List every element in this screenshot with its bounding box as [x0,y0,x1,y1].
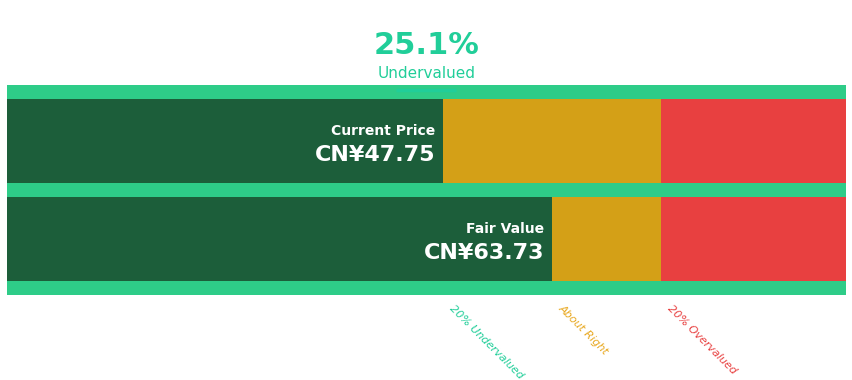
Text: 25.1%: 25.1% [373,31,479,60]
Text: Current Price: Current Price [331,124,435,138]
Bar [443,85,552,295]
Text: CN¥47.75: CN¥47.75 [314,145,435,165]
Text: 20% Undervalued: 20% Undervalued [446,303,524,380]
Bar [7,85,443,295]
Text: About Right: About Right [556,303,609,356]
Bar [7,281,845,295]
Bar [552,85,660,295]
Text: Fair Value: Fair Value [466,222,544,236]
Bar [7,197,552,281]
Bar [7,183,845,197]
Text: CN¥63.73: CN¥63.73 [423,243,544,263]
Bar [7,99,443,183]
Text: 20% Overvalued: 20% Overvalued [665,303,737,376]
Bar [660,85,845,295]
Bar [7,85,845,99]
Text: Undervalued: Undervalued [377,66,475,81]
